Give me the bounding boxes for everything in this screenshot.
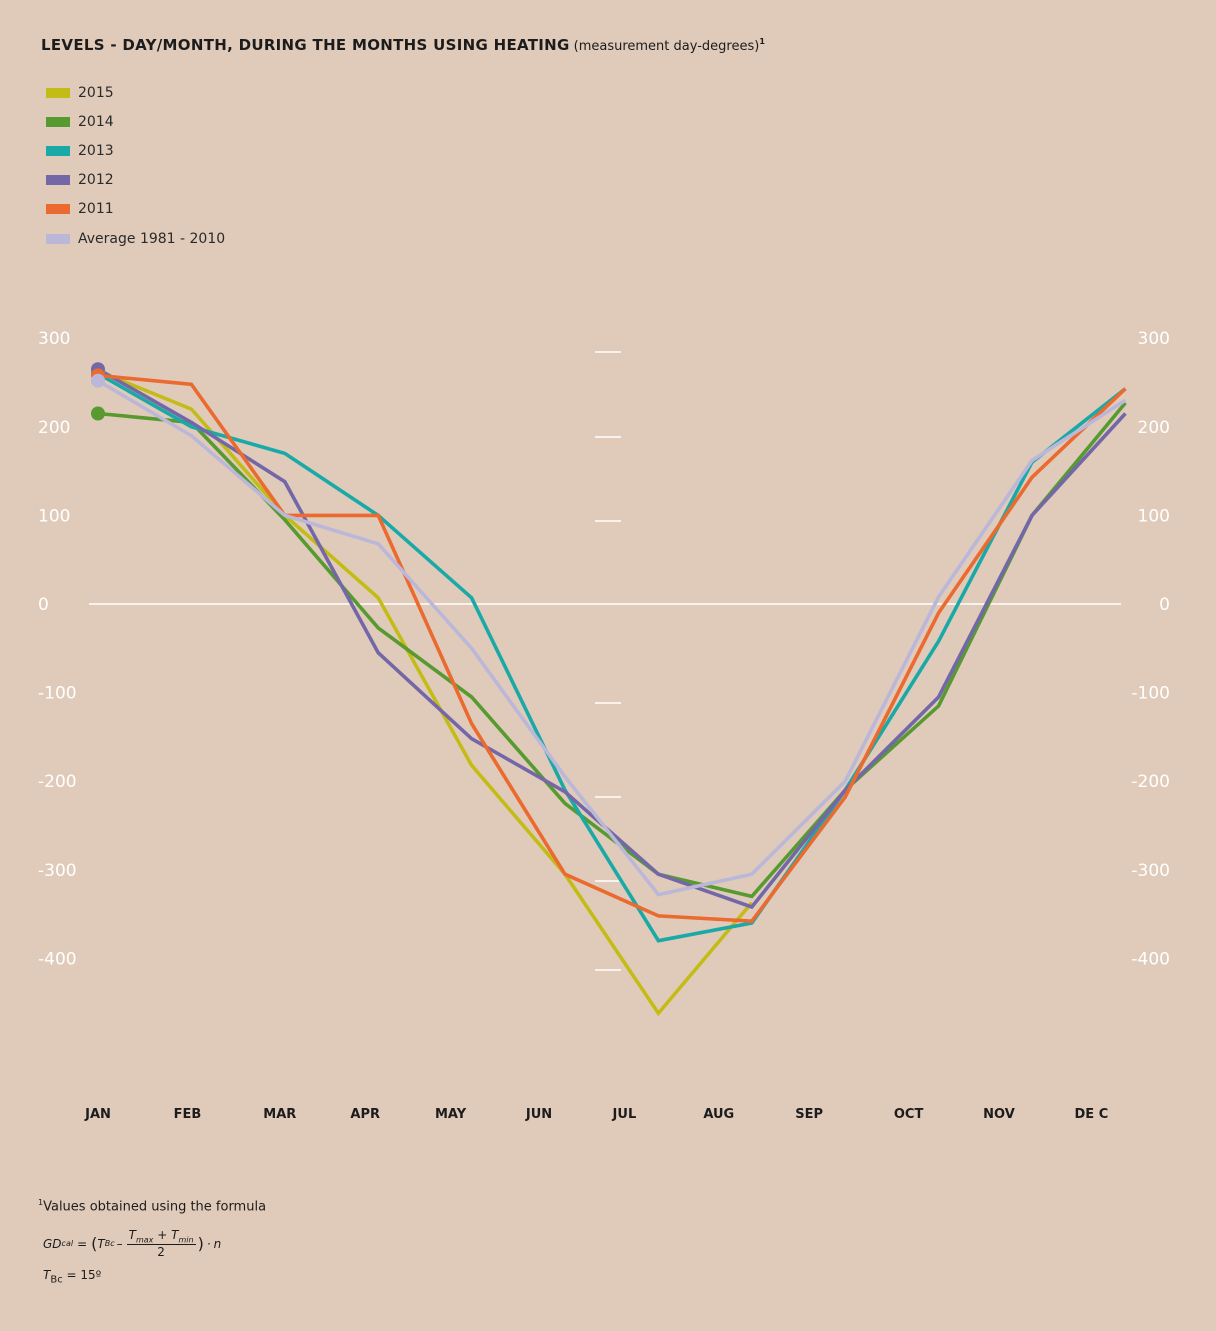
y-tick-label-left: -400 [38,949,77,969]
legend-label: 2012 [78,172,114,189]
x-tick-label: AUG [703,1107,734,1122]
legend-label: 2014 [78,113,114,130]
legend-swatch [46,116,70,127]
formula-max-sub: max [135,1235,154,1245]
tbc-sub: Bc [50,1274,63,1286]
formula-dot: · [206,1236,211,1251]
line-chart: 300 300 200 200 100 100 0 0 -100 -100 -200 -200 -300… [38,329,1170,1122]
legend-swatch [46,145,70,156]
tbc-value: = 15º [66,1268,102,1282]
title-footnote-mark: 1 [759,37,766,46]
y-tick-label-left: -100 [38,684,77,704]
formula-t-bc: T [97,1236,105,1251]
legend-item: 2012 [46,166,225,195]
series-line [97,372,1127,943]
legend-swatch [46,204,70,215]
x-tick-label: JAN [84,1107,111,1122]
formula-close: ) [197,1234,204,1254]
x-tick-label: DE C [1075,1107,1109,1122]
chart-title-sub: (measurement day-degrees) [573,39,760,54]
chart-title: LEVELS - DAY/MONTH, DURING THE MONTHS US… [41,36,765,54]
y-tick-label-left: 300 [38,329,70,349]
tbc-definition: TBc = 15º [43,1268,101,1285]
formula-t-max: T [128,1228,136,1242]
y-tick-label-right: -400 [1131,949,1170,969]
x-tick-label: NOV [983,1107,1015,1122]
footnote-text: Values obtained using the formula [43,1199,267,1215]
legend-item: Average 1981 - 2010 [46,224,225,253]
formula-lhs: GD [43,1236,62,1251]
legend: 2015 2014 2013 2012 2011 Average 1981 - 2010 [46,78,225,253]
legend-label: 2011 [78,201,114,218]
formula-numerator: Tmax + Tmin [126,1228,196,1246]
series-start-marker [91,406,105,421]
x-tick-label: MAR [263,1107,296,1122]
x-tick-label: APR [350,1107,380,1122]
formula-bc-sub: Bc [104,1239,115,1249]
legend-label: 2015 [78,84,114,101]
y-tick-label-right: -300 [1131,861,1170,881]
legend-label: Average 1981 - 2010 [78,230,226,247]
legend-swatch [46,87,70,98]
series-start-marker [91,373,105,388]
x-tick-label: FEB [174,1107,202,1122]
footnote-mark: 1 [38,1198,44,1207]
y-tick-label-right: -100 [1131,684,1170,704]
footnote: 1Values obtained using the formula [38,1198,266,1214]
x-tick-label: JUL [612,1107,637,1122]
y-tick-label-left: -300 [38,861,77,881]
y-tick-label-right: 300 [1138,329,1170,349]
y-tick-label-left: 200 [38,418,70,438]
y-tick-label-right: 0 [1159,595,1170,615]
legend-item: 2013 [46,136,225,165]
series-line [97,379,1127,897]
y-tick-label-right: 200 [1138,418,1170,438]
series-line [97,373,1127,924]
legend-item: 2015 [46,78,225,107]
formula-denominator: 2 [157,1245,165,1260]
formula-n: n [213,1236,222,1251]
formula-open: ( [91,1234,98,1254]
x-tick-label: MAY [435,1107,467,1122]
y-tick-label-right: -200 [1131,772,1170,792]
y-tick-label-left: 100 [38,506,70,526]
x-tick-label: JUN [525,1107,552,1122]
chart-title-main: LEVELS - DAY/MONTH, DURING THE MONTHS US… [41,36,570,54]
formula-minus: – [116,1236,123,1251]
formula-plus: + [157,1228,168,1242]
series-line [97,369,754,1017]
y-tick-label-left: 0 [38,595,49,615]
y-tick-label-right: 100 [1138,506,1170,526]
formula-lhs-sub: cal [61,1239,74,1249]
legend-item: 2014 [46,107,225,136]
formula-min-sub: min [178,1235,194,1245]
legend-swatch [46,233,70,244]
formula: GD cal = ( T Bc – Tmax + Tmin 2 ) · n [43,1228,221,1259]
formula-fraction: Tmax + Tmin 2 [126,1228,196,1260]
legend-item: 2011 [46,195,225,224]
formula-eq: = [77,1236,88,1251]
x-tick-label: SEP [795,1107,823,1122]
formula-t-min: T [171,1228,179,1242]
legend-label: 2013 [78,142,114,159]
tbc-t: T [43,1268,51,1282]
y-tick-label-left: -200 [38,772,77,792]
legend-swatch [46,175,70,186]
x-tick-label: OCT [894,1107,924,1122]
